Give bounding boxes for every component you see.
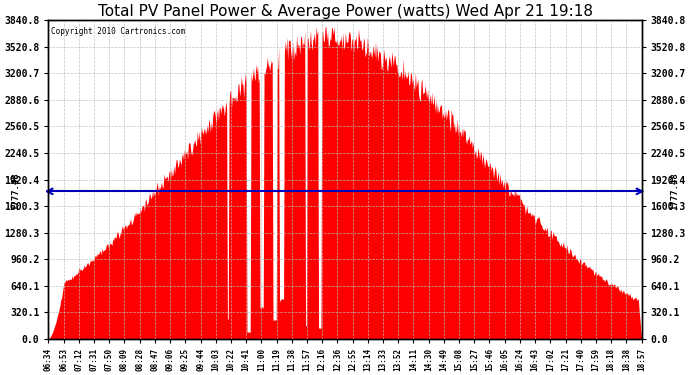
Title: Total PV Panel Power & Average Power (watts) Wed Apr 21 19:18: Total PV Panel Power & Average Power (wa… [97, 4, 593, 19]
Text: Copyright 2010 Cartronics.com: Copyright 2010 Cartronics.com [52, 27, 186, 36]
Text: 1777.48: 1777.48 [670, 172, 679, 210]
Text: 1777.48: 1777.48 [11, 172, 20, 210]
